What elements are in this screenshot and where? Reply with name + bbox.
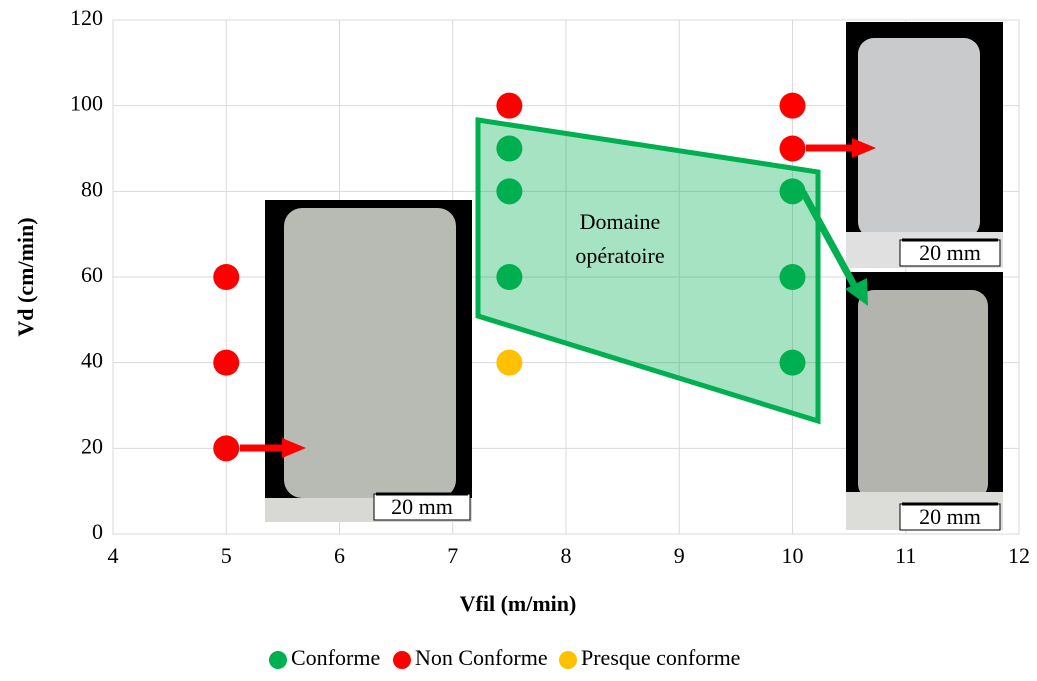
point (496, 178, 523, 205)
x-tick-label: 10 (782, 543, 804, 568)
x-tick-label: 4 (108, 543, 119, 568)
x-tick-label: 5 (221, 543, 232, 568)
legend-label: Presque conforme (581, 645, 740, 670)
scale-label: 20 mm (919, 504, 981, 529)
point (779, 349, 806, 376)
y-tick-label: 80 (81, 176, 103, 201)
point (213, 349, 240, 376)
x-tick-label: 7 (447, 543, 458, 568)
scale-label: 20 mm (919, 240, 981, 265)
point (496, 264, 523, 290)
x-tick-label: 9 (674, 543, 685, 568)
annotation: Domaine (580, 209, 661, 234)
y-tick-label: 120 (70, 5, 103, 30)
x-tick-label: 11 (895, 543, 916, 568)
plot-frame (112, 19, 1020, 535)
x-tick-label: 8 (561, 543, 572, 568)
x-tick-label: 6 (334, 543, 345, 568)
point (213, 435, 240, 462)
point (496, 92, 523, 119)
y-tick-label: 60 (81, 262, 103, 287)
y-tick-label: 0 (92, 519, 103, 544)
x-tick-label: 12 (1008, 543, 1030, 568)
scale-label: 20 mm (391, 494, 453, 519)
legend-label: Conforme (291, 645, 380, 670)
photo: 20 mm (846, 272, 1003, 531)
x-axis-title: Vfil (m/min) (460, 591, 577, 616)
arrows (240, 138, 876, 458)
y-tick-label: 100 (70, 91, 103, 116)
y-tick-label: 40 (81, 348, 103, 373)
point (779, 264, 806, 290)
photo: 20 mm (846, 22, 1003, 268)
point (779, 135, 806, 162)
annotation: opératoire (575, 243, 664, 268)
operating-domain (475, 117, 821, 425)
point (496, 349, 523, 376)
y-axis-title: Vd (cm/min) (13, 217, 38, 336)
legend-marker (269, 651, 287, 669)
legend-label: Non Conforme (415, 645, 548, 670)
y-tick-label: 20 (81, 433, 103, 458)
legend-marker (559, 651, 577, 669)
photo: 20 mm (265, 200, 472, 522)
point (213, 264, 240, 290)
point (779, 178, 806, 205)
point (779, 92, 806, 119)
legend-marker (393, 651, 411, 669)
point (496, 135, 523, 162)
